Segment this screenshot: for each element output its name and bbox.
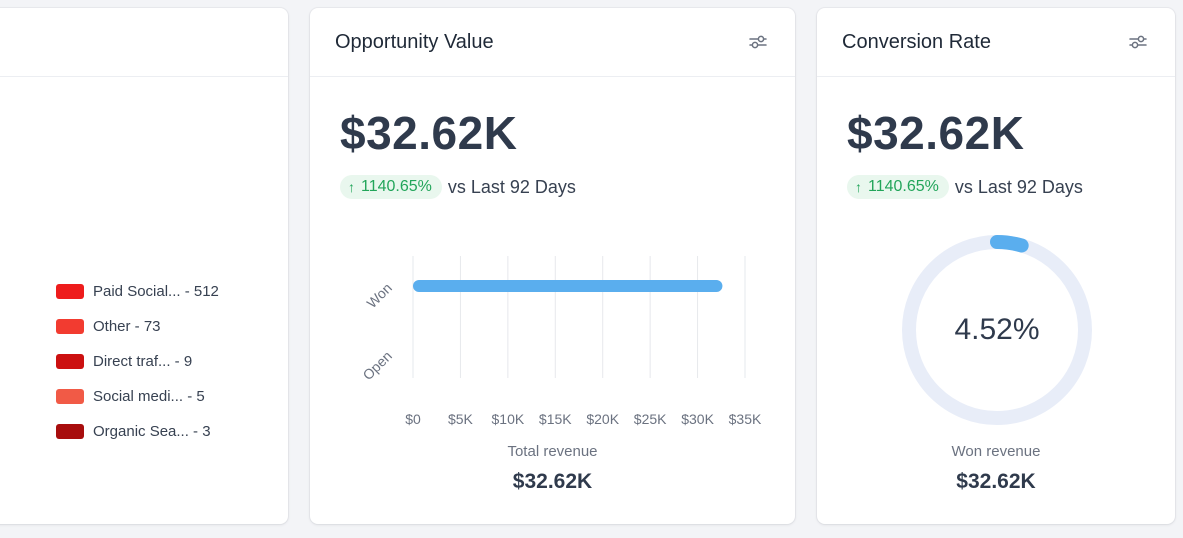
donut-center-label: 4.52% xyxy=(954,313,1040,346)
legend-label: Paid Social... - 512 xyxy=(93,283,219,300)
x-tick-label: $20K xyxy=(586,411,619,427)
bar-won xyxy=(413,280,723,292)
legend-swatch xyxy=(56,424,84,439)
card-title: Opportunity Value xyxy=(335,30,494,53)
conversion-rate-card: Conversion Rate $32.62K ↑ 1140.65% vs La… xyxy=(817,8,1175,524)
trend-badge: ↑ 1140.65% xyxy=(847,175,949,199)
legend-swatch xyxy=(56,389,84,404)
donut-progress-arc xyxy=(902,235,1092,425)
arrow-up-icon: ↑ xyxy=(348,179,355,195)
trend-comparison: vs Last 92 Days xyxy=(954,176,1083,197)
opportunity-value: $32.62K xyxy=(340,107,518,159)
opportunity-value-header: Opportunity Value xyxy=(310,8,795,77)
legend-label: Other - 73 xyxy=(93,318,161,335)
trend-percent: 1140.65% xyxy=(361,178,432,195)
legend-swatch xyxy=(56,354,84,369)
legend-item[interactable]: Direct traf... - 9 xyxy=(56,344,219,379)
trend-row: ↑ 1140.65% vs Last 92 Days xyxy=(847,175,1083,199)
x-tick-label: $25K xyxy=(634,411,667,427)
conversion-rate-header: Conversion Rate xyxy=(817,8,1175,77)
lead-source-card-header xyxy=(0,8,288,77)
y-category-label: Open xyxy=(359,348,395,384)
x-tick-label: $15K xyxy=(539,411,572,427)
trend-badge: ↑ 1140.65% xyxy=(340,175,442,199)
trend-row: ↑ 1140.65% vs Last 92 Days xyxy=(340,175,576,199)
opportunity-bar-chart: $0 $5K $10K $15K $20K $25K $30K $35K Won Open xyxy=(359,256,762,427)
footer-value: $32.62K xyxy=(956,470,1036,493)
settings-sliders-icon[interactable] xyxy=(1127,31,1149,53)
lead-source-card: Paid Social... - 512 Other - 73 Direct t… xyxy=(0,8,288,524)
legend-swatch xyxy=(56,284,84,299)
legend-item[interactable]: Organic Sea... - 3 xyxy=(56,414,219,449)
x-tick-label: $0 xyxy=(405,411,421,427)
conversion-value: $32.62K xyxy=(847,107,1025,159)
legend-label: Organic Sea... - 3 xyxy=(93,423,211,440)
opportunity-value-card: Opportunity Value $32.62K ↑ 1140.65% vs … xyxy=(310,8,795,524)
legend-label: Social medi... - 5 xyxy=(93,388,205,405)
settings-sliders-icon[interactable] xyxy=(747,31,769,53)
footer-value: $32.62K xyxy=(512,470,593,493)
y-category-label: Won xyxy=(363,280,394,311)
footer-label: Total revenue xyxy=(507,443,598,460)
x-tick-label: $35K xyxy=(729,411,762,427)
trend-percent: 1140.65% xyxy=(868,178,939,195)
trend-comparison: vs Last 92 Days xyxy=(447,176,576,197)
conversion-donut-chart xyxy=(902,235,1092,425)
x-tick-label: $5K xyxy=(448,411,474,427)
footer-label: Won revenue xyxy=(951,443,1041,460)
x-tick-label: $30K xyxy=(681,411,714,427)
arrow-up-icon: ↑ xyxy=(855,179,862,195)
legend-label: Direct traf... - 9 xyxy=(93,353,193,370)
legend-swatch xyxy=(56,319,84,334)
x-tick-label: $10K xyxy=(492,411,525,427)
legend-item[interactable]: Other - 73 xyxy=(56,309,219,344)
card-title: Conversion Rate xyxy=(842,30,991,53)
legend-item[interactable]: Paid Social... - 512 xyxy=(56,274,219,309)
lead-source-legend: Paid Social... - 512 Other - 73 Direct t… xyxy=(56,274,219,449)
legend-item[interactable]: Social medi... - 5 xyxy=(56,379,219,414)
